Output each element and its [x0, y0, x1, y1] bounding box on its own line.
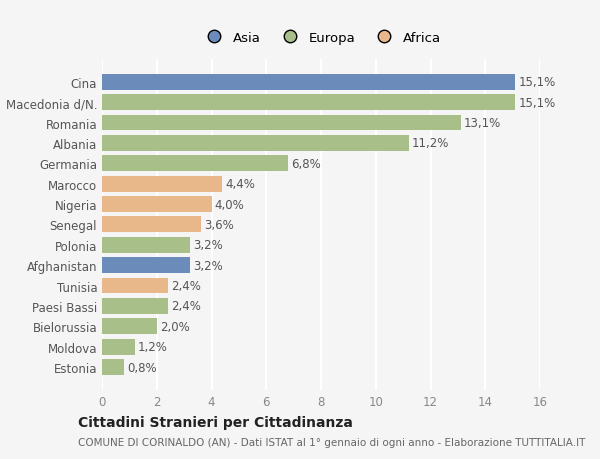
Text: 1,2%: 1,2%: [138, 341, 168, 353]
Text: 6,8%: 6,8%: [292, 157, 321, 170]
Bar: [102, 339, 135, 355]
Bar: [102, 257, 190, 274]
Text: 3,6%: 3,6%: [204, 218, 233, 231]
Text: 3,2%: 3,2%: [193, 239, 223, 252]
Bar: [102, 95, 515, 111]
Text: 3,2%: 3,2%: [193, 259, 223, 272]
Bar: [102, 319, 157, 335]
Text: 13,1%: 13,1%: [464, 117, 501, 130]
Text: 0,8%: 0,8%: [127, 361, 157, 374]
Text: 4,4%: 4,4%: [226, 178, 256, 191]
Bar: [102, 196, 212, 213]
Text: 2,0%: 2,0%: [160, 320, 190, 333]
Text: 2,4%: 2,4%: [171, 300, 201, 313]
Bar: [102, 176, 223, 192]
Text: Cittadini Stranieri per Cittadinanza: Cittadini Stranieri per Cittadinanza: [78, 415, 353, 429]
Bar: [102, 359, 124, 375]
Text: COMUNE DI CORINALDO (AN) - Dati ISTAT al 1° gennaio di ogni anno - Elaborazione : COMUNE DI CORINALDO (AN) - Dati ISTAT al…: [78, 437, 586, 447]
Bar: [102, 156, 288, 172]
Text: 15,1%: 15,1%: [518, 96, 556, 109]
Bar: [102, 237, 190, 253]
Bar: [102, 115, 461, 131]
Legend: Asia, Europa, Africa: Asia, Europa, Africa: [196, 27, 446, 50]
Bar: [102, 75, 515, 90]
Text: 4,0%: 4,0%: [215, 198, 245, 211]
Text: 11,2%: 11,2%: [412, 137, 449, 150]
Bar: [102, 278, 168, 294]
Bar: [102, 136, 409, 151]
Bar: [102, 217, 200, 233]
Text: 15,1%: 15,1%: [518, 76, 556, 89]
Bar: [102, 298, 168, 314]
Text: 2,4%: 2,4%: [171, 280, 201, 292]
